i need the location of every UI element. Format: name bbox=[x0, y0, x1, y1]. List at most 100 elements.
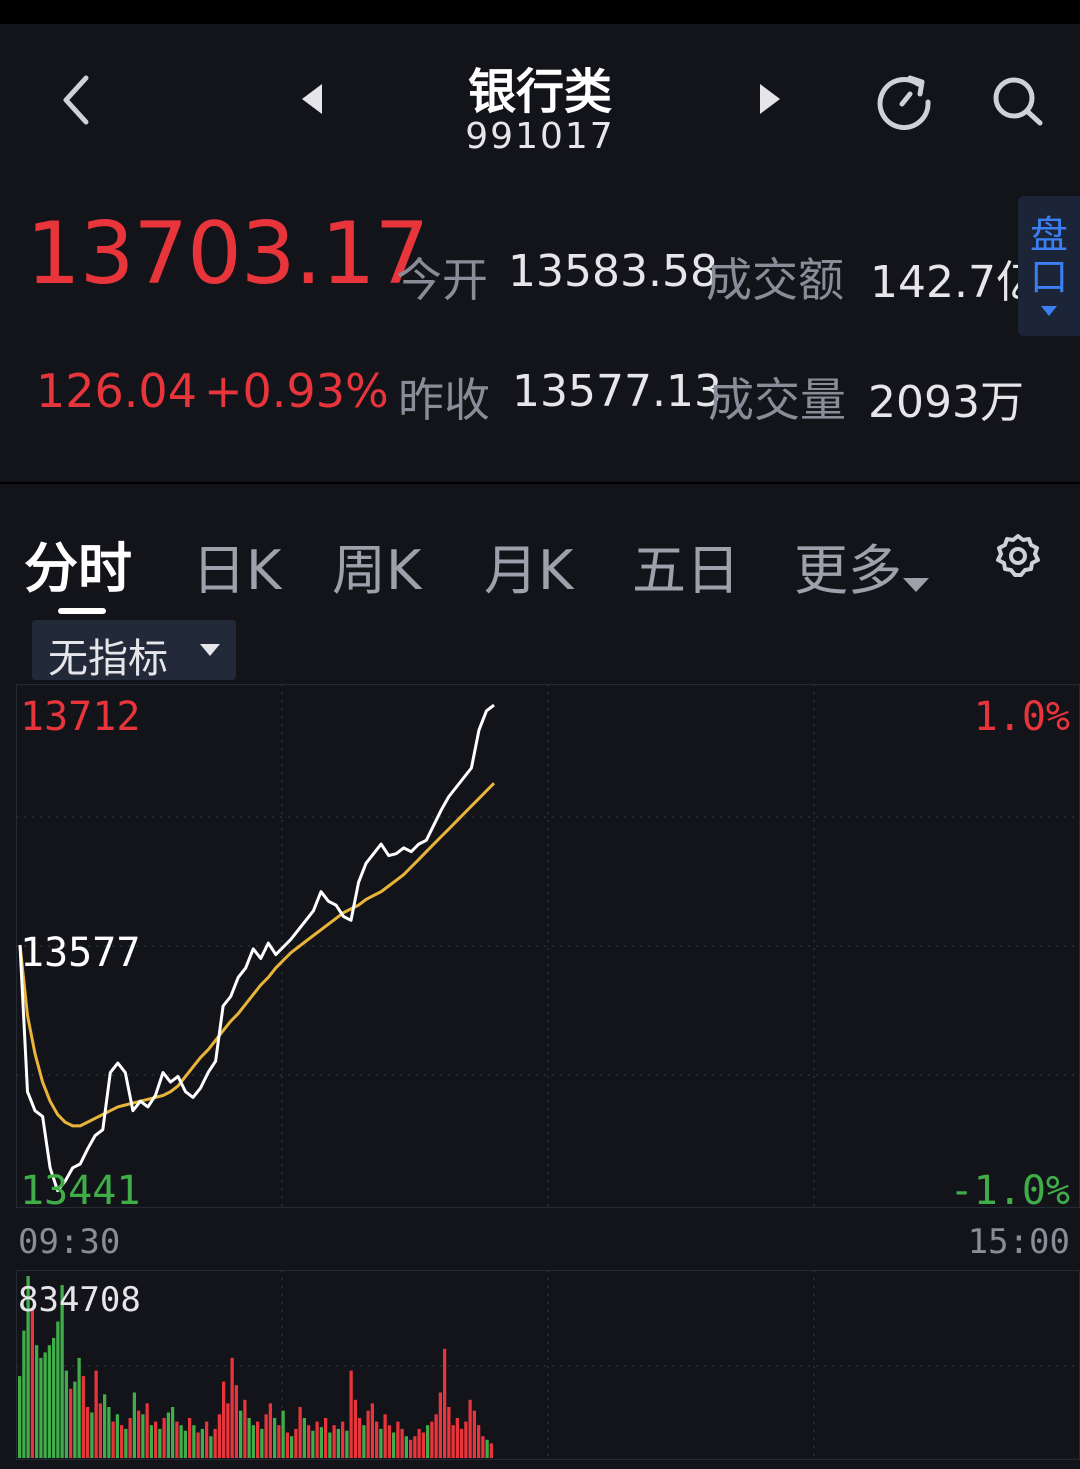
pct-max-label: 1.0% bbox=[973, 694, 1070, 740]
tab-daily-k[interactable]: 日K bbox=[192, 539, 282, 602]
panel-toggle[interactable]: 盘口 bbox=[1018, 196, 1080, 336]
price-chart[interactable] bbox=[16, 684, 1080, 1208]
volume-bar bbox=[86, 1407, 90, 1458]
volume-bar bbox=[205, 1421, 209, 1458]
settings-icon[interactable] bbox=[994, 532, 1042, 580]
volume-bar bbox=[22, 1330, 26, 1458]
next-arrow-icon[interactable] bbox=[756, 82, 784, 116]
volume-bar bbox=[370, 1403, 374, 1458]
volume-bar bbox=[115, 1414, 119, 1458]
back-icon[interactable] bbox=[56, 74, 96, 126]
volume-bar bbox=[485, 1439, 489, 1458]
volume-bar bbox=[379, 1428, 383, 1458]
volume-bar bbox=[315, 1421, 319, 1458]
volume-bar bbox=[358, 1418, 362, 1458]
indicator-select-label: 无指标 bbox=[48, 636, 168, 682]
volume-bar bbox=[311, 1430, 315, 1458]
volume-bar bbox=[285, 1432, 289, 1458]
prev-arrow-icon[interactable] bbox=[298, 82, 326, 116]
volume-value: 2093万 bbox=[868, 377, 1024, 428]
volume-bar bbox=[421, 1432, 425, 1458]
volume-bar bbox=[290, 1436, 294, 1458]
volume-bar bbox=[128, 1418, 132, 1458]
volume-bar bbox=[98, 1403, 102, 1458]
volume-bar bbox=[35, 1345, 39, 1458]
volume-bar bbox=[213, 1428, 217, 1458]
prev-close-value: 13577.13 bbox=[512, 366, 722, 417]
volume-bar bbox=[158, 1428, 162, 1458]
volume-bar bbox=[209, 1436, 213, 1458]
volume-bar bbox=[196, 1432, 200, 1458]
volume-bar bbox=[345, 1430, 349, 1458]
caret-down-icon bbox=[1041, 306, 1057, 316]
volume-bar bbox=[90, 1412, 94, 1458]
stock-name: 银行类 bbox=[467, 64, 612, 120]
volume-bar bbox=[319, 1427, 323, 1458]
tab-intraday[interactable]: 分时 bbox=[24, 537, 132, 600]
volume-bar bbox=[18, 1376, 22, 1458]
volume-bar bbox=[60, 1285, 64, 1458]
more-caret-icon bbox=[903, 577, 930, 592]
volume-bar bbox=[387, 1425, 391, 1458]
volume-bar bbox=[481, 1436, 485, 1458]
tab-monthly-k[interactable]: 月K bbox=[484, 539, 574, 602]
volume-bar bbox=[375, 1421, 379, 1458]
volume-bar bbox=[477, 1425, 481, 1458]
volume-bar bbox=[234, 1385, 238, 1458]
volume-bar bbox=[217, 1414, 221, 1458]
tab-more[interactable]: 更多 bbox=[794, 526, 930, 605]
open-label: 今开 bbox=[396, 253, 488, 307]
volume-bar bbox=[383, 1414, 387, 1458]
volume-bar bbox=[464, 1421, 468, 1458]
tab-five-day[interactable]: 五日 bbox=[632, 539, 740, 602]
avg-price-line bbox=[18, 782, 496, 1128]
y-max-label: 13712 bbox=[20, 694, 141, 740]
volume-bar bbox=[107, 1407, 111, 1458]
volume-bar bbox=[132, 1392, 136, 1458]
volume-bar bbox=[166, 1412, 170, 1458]
volume-bar bbox=[468, 1399, 472, 1458]
volume-bar bbox=[154, 1421, 158, 1458]
y-min-label: 13441 bbox=[20, 1168, 141, 1214]
change-percent: +0.93% bbox=[204, 364, 389, 418]
volume-bar bbox=[460, 1428, 464, 1458]
volume-bar bbox=[69, 1388, 73, 1458]
volume-bar bbox=[226, 1403, 230, 1458]
refresh-icon[interactable] bbox=[874, 72, 936, 130]
volume-bar bbox=[455, 1418, 459, 1458]
volume-bar bbox=[366, 1410, 370, 1458]
volume-bar bbox=[472, 1410, 476, 1458]
volume-bar bbox=[56, 1321, 60, 1458]
volume-bar bbox=[52, 1337, 56, 1458]
volume-bar bbox=[294, 1428, 298, 1458]
volume-chart[interactable] bbox=[16, 1270, 1080, 1460]
volume-bar bbox=[277, 1425, 281, 1458]
volume-bar bbox=[145, 1403, 149, 1458]
volume-bar bbox=[447, 1407, 451, 1458]
volume-bar bbox=[230, 1357, 234, 1458]
stock-code: 991017 bbox=[465, 116, 615, 157]
panel-toggle-label: 盘口 bbox=[1030, 213, 1069, 299]
volume-bar bbox=[328, 1432, 332, 1458]
volume-bar bbox=[298, 1407, 302, 1458]
indicator-select[interactable]: 无指标 bbox=[32, 620, 236, 682]
search-icon[interactable] bbox=[990, 74, 1046, 128]
active-tab-indicator bbox=[58, 608, 106, 614]
volume-bar bbox=[413, 1436, 417, 1458]
current-price: 13703.17 bbox=[26, 204, 429, 304]
volume-bar bbox=[349, 1370, 353, 1458]
volume-bar bbox=[409, 1439, 413, 1458]
volume-bar bbox=[392, 1432, 396, 1458]
volume-bar bbox=[175, 1421, 179, 1458]
volume-bar bbox=[451, 1425, 455, 1458]
pct-min-label: -1.0% bbox=[949, 1168, 1070, 1214]
volume-bar bbox=[434, 1414, 438, 1458]
volume-bar bbox=[64, 1370, 68, 1458]
volume-bar bbox=[247, 1418, 251, 1458]
price-line bbox=[18, 703, 495, 1193]
volume-bar bbox=[273, 1418, 277, 1458]
x-end-label: 15:00 bbox=[967, 1222, 1070, 1262]
tab-weekly-k[interactable]: 周K bbox=[332, 539, 422, 602]
volume-bar bbox=[256, 1421, 260, 1458]
open-value: 13583.58 bbox=[508, 246, 718, 297]
